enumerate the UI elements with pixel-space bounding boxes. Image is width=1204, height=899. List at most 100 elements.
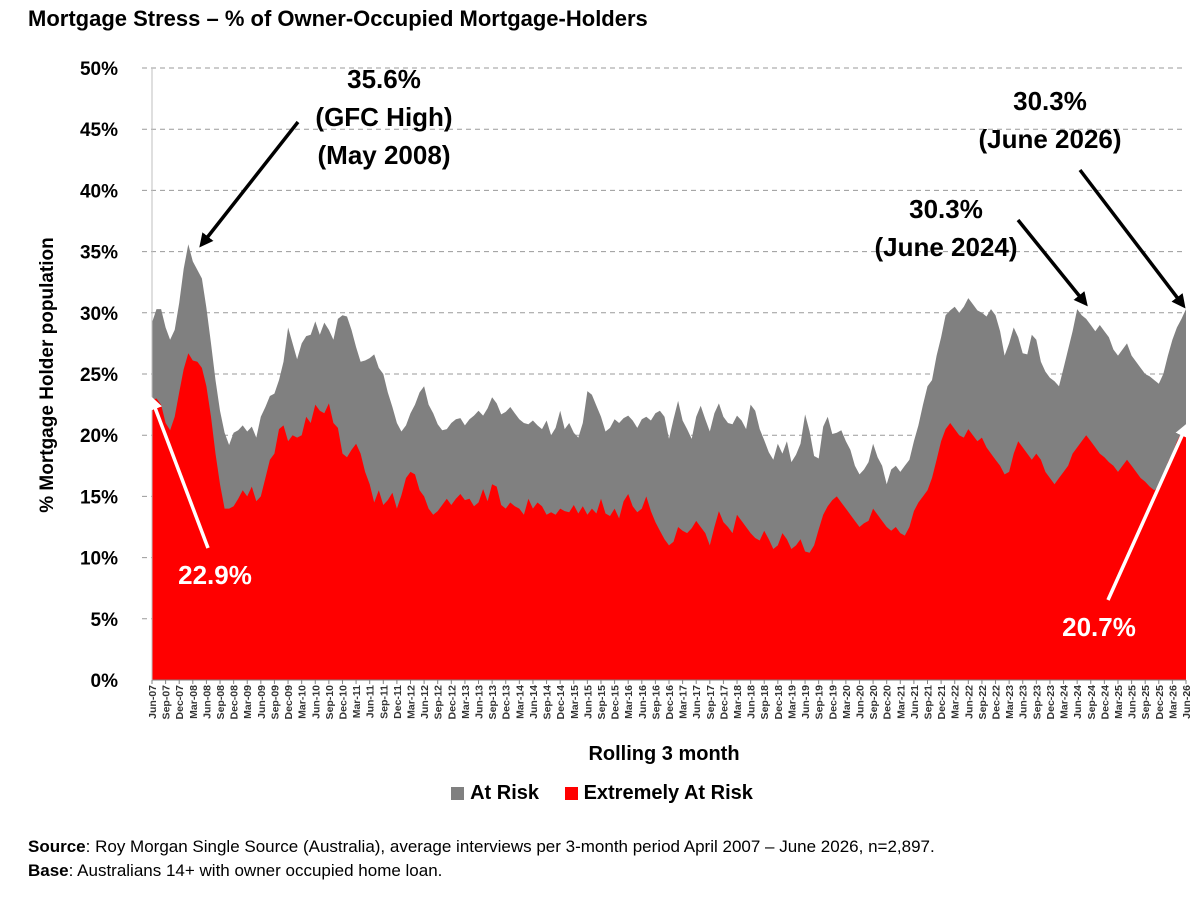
x-tick-label: Dec-08	[229, 685, 241, 720]
x-tick-label: Dec-25	[1154, 685, 1166, 720]
x-tick-label: Sep-14	[542, 685, 554, 720]
x-tick-label: Sep-11	[378, 685, 390, 719]
annotations: 35.6% (GFC High) (May 2008) 30.3% (June 2024…	[148, 64, 1189, 642]
x-tick-label: Sep-17	[705, 685, 717, 720]
base-note: Base: Australians 14+ with owner occupie…	[28, 859, 935, 883]
x-tick-label: Sep-25	[1140, 685, 1152, 720]
x-tick-label: Sep-20	[868, 685, 880, 720]
annotation-arrow	[1106, 422, 1189, 601]
y-tick-label: 15%	[80, 487, 118, 508]
x-tick-label: Mar-18	[732, 685, 744, 719]
x-tick-label: Sep-21	[923, 685, 935, 720]
legend-label-extremely-at-risk: Extremely At Risk	[583, 782, 753, 804]
x-tick-label: Jun-11	[365, 685, 377, 718]
x-tick-label: Jun-26	[1181, 685, 1193, 719]
annotation-label: 20.7%	[1062, 612, 1136, 642]
x-tick-label: Dec-21	[936, 685, 948, 720]
x-tick-label: Mar-24	[1059, 685, 1071, 719]
x-tick-label: Sep-15	[596, 685, 608, 720]
x-tick-label: Jun-24	[1072, 685, 1084, 719]
x-tick-label: Mar-25	[1113, 685, 1125, 719]
x-tick-label: Jun-23	[1018, 685, 1030, 719]
x-tick-label: Dec-24	[1099, 685, 1111, 720]
x-axis: Jun-07 Sep-07 Dec-07 Mar-08 Jun-08 Sep-08 Dec-…	[147, 68, 1193, 719]
x-tick-label: Mar-15	[569, 685, 581, 719]
base-text: : Australians 14+ with owner occupied ho…	[68, 861, 443, 880]
y-tick-label: 0%	[91, 671, 119, 692]
y-tick-label: 50%	[80, 59, 118, 80]
x-tick-label: Jun-15	[582, 685, 594, 719]
y-axis: 0% 5% 10% 15% 20% 25% 30% 35% 40% 45% 50%	[80, 59, 118, 692]
x-tick-label: Sep-13	[487, 685, 499, 720]
annotation-arrow	[148, 395, 210, 549]
legend-swatch-at-risk	[451, 787, 465, 800]
x-tick-label: Mar-21	[895, 685, 907, 719]
x-tick-label: Jun-12	[419, 685, 431, 719]
x-tick-label: Jun-20	[855, 685, 867, 719]
annotation-label: (GFC High)	[315, 102, 452, 132]
x-tick-label: Jun-18	[746, 685, 758, 719]
annotation-label: (May 2008)	[318, 140, 451, 170]
x-tick-label: Mar-13	[460, 685, 472, 719]
annotation-label: 35.6%	[347, 64, 421, 94]
annotation-arrow	[199, 120, 300, 248]
x-tick-label: Mar-11	[351, 685, 363, 718]
x-tick-label: Mar-20	[841, 685, 853, 719]
x-tick-label: Dec-23	[1045, 685, 1057, 720]
y-tick-label: 10%	[80, 549, 118, 570]
x-tick-label: Mar-23	[1004, 685, 1016, 719]
y-tick-label: 20%	[80, 426, 118, 447]
x-tick-label: Mar-14	[514, 685, 526, 719]
x-tick-label: Jun-22	[963, 685, 975, 719]
area-series	[152, 244, 1186, 681]
x-tick-label: Jun-14	[528, 685, 540, 719]
annotation-label: (June 2024)	[874, 232, 1017, 262]
legend-label-at-risk: At Risk	[470, 782, 539, 804]
source-note: Source: Roy Morgan Single Source (Austra…	[28, 835, 935, 859]
x-tick-label: Dec-12	[446, 685, 458, 720]
x-tick-label: Dec-18	[773, 685, 785, 720]
footer: Source: Roy Morgan Single Source (Austra…	[28, 835, 935, 883]
x-tick-label: Dec-10	[338, 685, 350, 720]
x-tick-label: Mar-19	[786, 685, 798, 719]
x-tick-label: Mar-22	[950, 685, 962, 719]
base-label: Base	[28, 861, 69, 880]
y-tick-label: 25%	[80, 365, 118, 386]
series-area-extremely-at-risk	[152, 353, 1186, 680]
x-tick-label: Dec-22	[991, 685, 1003, 720]
x-tick-label: Mar-17	[678, 685, 690, 719]
x-tick-label: Sep-07	[161, 685, 173, 720]
x-tick-label: Dec-07	[174, 685, 186, 720]
x-tick-label: Mar-12	[406, 685, 418, 719]
y-tick-label: 30%	[80, 304, 118, 325]
x-tick-label: Mar-09	[242, 685, 254, 719]
legend-item-at-risk: At Risk	[451, 782, 539, 805]
x-tick-label: Dec-11	[392, 685, 404, 719]
source-text: : Roy Morgan Single Source (Australia), …	[85, 837, 935, 856]
x-tick-label: Dec-13	[501, 685, 513, 720]
x-tick-label: Sep-16	[650, 685, 662, 720]
x-tick-label: Sep-19	[814, 685, 826, 720]
x-tick-label: Mar-26	[1167, 685, 1179, 719]
x-tick-label: Dec-19	[827, 685, 839, 720]
y-tick-label: 45%	[80, 120, 118, 141]
y-tick-label: 35%	[80, 243, 118, 264]
x-tick-label: Sep-24	[1086, 685, 1098, 720]
x-tick-label: Jun-21	[909, 685, 921, 719]
mortgage-stress-chart: 0%5%10%15%20%25%30%35%40%45%50% Jun-07 Se…	[37, 59, 1193, 765]
x-tick-label: Sep-18	[759, 685, 771, 720]
x-tick-label: Jun-13	[474, 685, 486, 719]
annotation-label: 30.3%	[909, 194, 983, 224]
x-tick-label: Jun-09	[256, 685, 268, 719]
x-tick-label: Sep-22	[977, 685, 989, 720]
source-label: Source	[28, 837, 86, 856]
x-tick-label: Sep-23	[1031, 685, 1043, 720]
y-tick-label: 40%	[80, 181, 118, 202]
x-tick-label: Mar-16	[623, 685, 635, 719]
x-tick-label: Sep-08	[215, 685, 227, 720]
x-tick-label: Dec-17	[718, 685, 730, 720]
legend: At Risk Extremely At Risk	[0, 782, 1204, 806]
x-tick-label: Mar-10	[297, 685, 309, 719]
x-tick-label: Dec-09	[283, 685, 295, 720]
x-tick-label: Jun-07	[147, 685, 159, 719]
